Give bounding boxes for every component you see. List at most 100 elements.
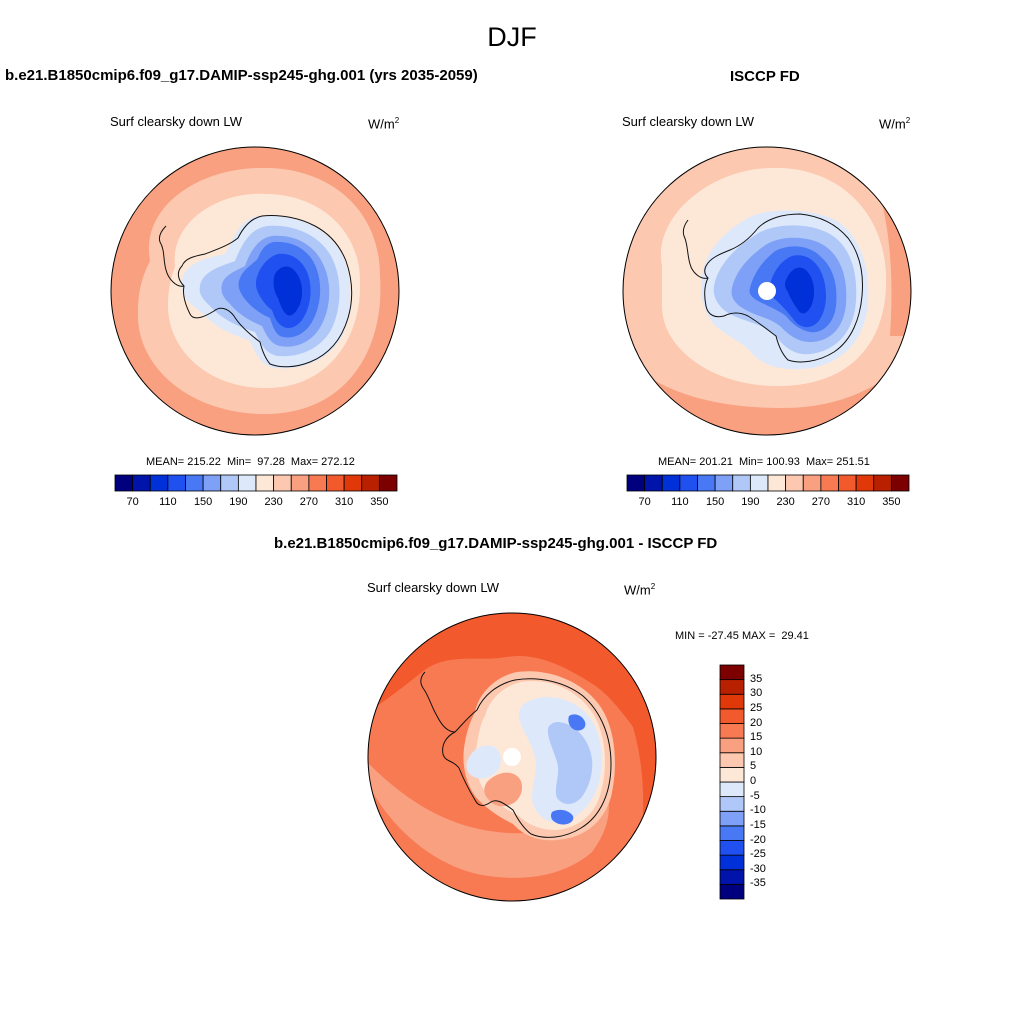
diff-colorbar-box-9 <box>719 752 745 768</box>
colorbar-tick-label: 270 <box>811 496 831 508</box>
colorbar-box-6 <box>732 474 751 492</box>
colorbar-box-1 <box>644 474 663 492</box>
diff-colorbar-tick-label: -20 <box>750 833 766 846</box>
panel3-colorbar-labels: 35 30 25 20 15 10 5 0 -5 -10 -15 -20 -25 -30 -35 <box>750 665 790 899</box>
panel3-polar-map <box>367 612 657 902</box>
diff-colorbar-box-12 <box>719 708 745 724</box>
colorbar-tick-label: 310 <box>334 496 354 508</box>
colorbar-box-6 <box>220 474 239 492</box>
panel3-negative-spot-ne <box>568 714 586 731</box>
colorbar-box-15 <box>890 474 910 492</box>
diff-colorbar-box-7 <box>719 781 745 798</box>
colorbar-box-14 <box>873 474 892 492</box>
colorbar-tick-label: 350 <box>882 496 901 508</box>
season-title: DJF <box>487 22 537 52</box>
panel3-map-border <box>367 612 657 902</box>
diff-colorbar-tick-label: -5 <box>750 789 760 802</box>
diff-colorbar-tick-label: -25 <box>750 848 766 861</box>
diff-colorbar-box-14 <box>719 679 745 695</box>
diff-colorbar-box-5 <box>719 810 745 827</box>
panel1-coastline <box>177 215 353 368</box>
diff-colorbar-tick-label: 15 <box>750 731 763 744</box>
diff-colorbar-box-4 <box>719 825 745 841</box>
panel2-colorbar-labels: 70 110 150 190 230 270 310 350 <box>627 496 909 510</box>
panel2-polar-map <box>622 146 912 436</box>
colorbar-box-14 <box>361 474 380 492</box>
panel3-ocean-strong-top <box>368 613 656 762</box>
panel2-stats: MEAN= 201.21 Min= 100.93 Max= 251.51 <box>658 456 870 468</box>
diff-colorbar-box-3 <box>719 840 745 856</box>
colorbar-box-15 <box>378 474 398 492</box>
diff-colorbar-tick-label: -30 <box>750 862 766 875</box>
colorbar-box-12 <box>326 474 345 492</box>
colorbar-tick-label: 110 <box>159 496 177 508</box>
panel3-colorbar <box>719 664 745 900</box>
panel3-negative-east-inner <box>547 722 593 804</box>
colorbar-box-3 <box>679 474 698 492</box>
diff-colorbar-tick-label: 10 <box>750 745 763 758</box>
colorbar-tick-label: 230 <box>264 496 283 508</box>
colorbar-box-0 <box>114 474 134 492</box>
colorbar-tick-label: 270 <box>299 496 319 508</box>
diff-colorbar-box-1 <box>719 869 745 885</box>
panel1-colorbar <box>114 474 398 492</box>
panel3-positive-streak <box>484 772 523 807</box>
colorbar-tick-label: 70 <box>638 496 651 508</box>
panel2-map-border <box>622 146 912 436</box>
colorbar-box-5 <box>202 474 222 492</box>
diff-colorbar-box-8 <box>719 766 745 783</box>
panel3-minmax: MIN = -27.45 MAX = 29.41 <box>675 630 809 642</box>
diff-colorbar-tick-label: -35 <box>750 877 766 890</box>
panel2-title: ISCCP FD <box>730 68 800 85</box>
diff-colorbar-box-6 <box>719 796 745 812</box>
colorbar-box-3 <box>167 474 186 492</box>
panel3-peninsula <box>420 671 456 733</box>
colorbar-box-11 <box>308 474 327 492</box>
diff-colorbar-box-15 <box>719 664 745 681</box>
colorbar-box-7 <box>237 474 257 492</box>
diff-colorbar-tick-label: -10 <box>750 804 766 817</box>
colorbar-tick-label: 350 <box>370 496 389 508</box>
colorbar-tick-label: 190 <box>741 496 760 508</box>
panel3-pole-hole <box>503 748 521 766</box>
colorbar-box-1 <box>132 474 151 492</box>
colorbar-box-11 <box>820 474 839 492</box>
panel2-peninsula <box>682 219 709 279</box>
panel3-negative-spot-se <box>550 809 574 825</box>
panel3-negative-west <box>466 745 501 779</box>
diff-colorbar-tick-label: -15 <box>750 818 766 831</box>
diff-colorbar-box-2 <box>719 854 745 871</box>
panel2-coastline <box>704 213 863 363</box>
colorbar-tick-label: 310 <box>846 496 866 508</box>
colorbar-box-2 <box>149 474 169 492</box>
diff-colorbar-tick-label: 20 <box>750 716 763 729</box>
colorbar-box-8 <box>255 474 275 492</box>
colorbar-box-0 <box>626 474 646 492</box>
panel2-units: W/m2 <box>879 116 911 132</box>
colorbar-tick-label: 70 <box>126 496 139 508</box>
panel1-peninsula <box>159 225 185 287</box>
diff-colorbar-tick-label: 5 <box>750 760 757 773</box>
diff-colorbar-box-0 <box>719 883 745 900</box>
panel3-coastline <box>442 678 612 838</box>
colorbar-box-8 <box>767 474 787 492</box>
panel3-units: W/m2 <box>624 582 656 598</box>
colorbar-box-4 <box>185 474 204 492</box>
panel1-stats: MEAN= 215.22 Min= 97.28 Max= 272.12 <box>146 456 355 468</box>
panel1-units: W/m2 <box>368 116 400 132</box>
panel2-variable: Surf clearsky down LW <box>622 114 754 129</box>
panel1-polar-map <box>110 146 400 436</box>
panel1-title: b.e21.B1850cmip6.f09_g17.DAMIP-ssp245-gh… <box>5 67 478 84</box>
colorbar-tick-label: 110 <box>671 496 689 508</box>
panel1-variable: Surf clearsky down LW <box>110 114 242 129</box>
colorbar-tick-label: 230 <box>776 496 795 508</box>
colorbar-box-2 <box>661 474 681 492</box>
colorbar-tick-label: 150 <box>193 496 213 508</box>
colorbar-box-7 <box>749 474 769 492</box>
colorbar-box-13 <box>855 474 875 492</box>
panel3-variable: Surf clearsky down LW <box>367 580 499 595</box>
panel2-pole-hole <box>758 282 776 300</box>
diff-colorbar-tick-label: 35 <box>750 672 763 685</box>
colorbar-box-5 <box>714 474 734 492</box>
diff-colorbar-tick-label: 25 <box>750 701 763 714</box>
